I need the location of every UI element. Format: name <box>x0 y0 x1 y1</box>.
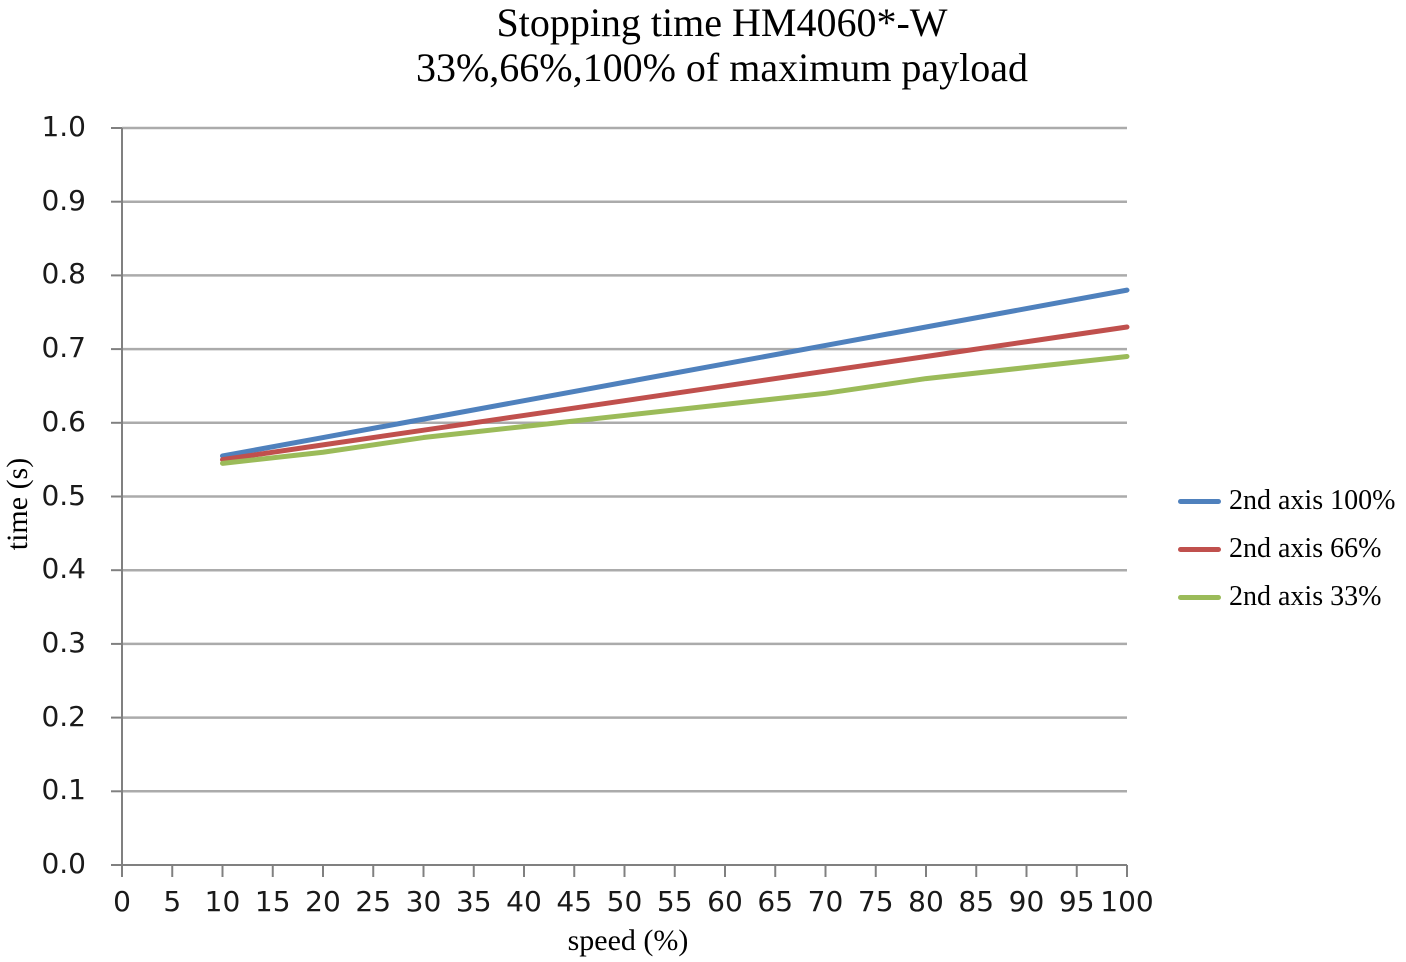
legend: 2nd axis 100% 2nd axis 66% 2nd axis 33% <box>1178 477 1395 621</box>
x-tick-label: 75 <box>857 885 894 918</box>
y-tick-label: 0.9 <box>41 183 86 217</box>
chart-title-block: Stopping time HM4060*-W 33%,66%,100% of … <box>38 0 1406 90</box>
y-tick-label: 0.1 <box>41 773 86 807</box>
x-tick-label: 35 <box>455 885 492 918</box>
legend-label: 2nd axis 100% <box>1229 485 1396 516</box>
y-tick-label: 0.7 <box>41 331 86 365</box>
x-tick-label: 70 <box>807 885 844 918</box>
legend-item: 2nd axis 66% <box>1178 525 1395 573</box>
x-tick-label: 50 <box>606 885 643 918</box>
x-tick-label: 30 <box>405 885 442 918</box>
y-tick-label: 0.6 <box>41 404 86 438</box>
y-tick-label: 1.0 <box>41 110 86 143</box>
x-tick-label: 100 <box>1100 885 1154 918</box>
x-tick-label: 65 <box>757 885 794 918</box>
x-tick-label: 85 <box>958 885 995 918</box>
x-tick-label: 90 <box>1008 885 1045 918</box>
legend-label: 2nd axis 66% <box>1229 533 1382 564</box>
x-tick-label: 0 <box>113 885 131 918</box>
legend-item: 2nd axis 33% <box>1178 573 1395 621</box>
series-line-2nd-axis-33- <box>220 353 1130 466</box>
x-tick-label: 20 <box>305 885 341 918</box>
y-tick-label: 0.4 <box>41 552 86 586</box>
y-tick-label: 0.0 <box>41 847 86 880</box>
x-tick-label: 80 <box>908 885 944 918</box>
x-tick-label: 25 <box>355 885 392 918</box>
legend-item: 2nd axis 100% <box>1178 477 1395 525</box>
chart-subtitle: 33%,66%,100% of maximum payload <box>415 45 1029 90</box>
x-tick-label: 60 <box>707 885 743 918</box>
y-tick-label: 0.5 <box>41 478 86 512</box>
chart-title: Stopping time HM4060*-W <box>496 0 948 45</box>
series-line-2nd-axis-66- <box>220 324 1130 463</box>
legend-label: 2nd axis 33% <box>1229 581 1382 612</box>
y-tick-label: 0.3 <box>41 625 86 659</box>
legend-line-swatch-icon <box>1178 546 1221 552</box>
x-tick-label: 5 <box>163 885 182 918</box>
x-tick-label: 45 <box>556 885 593 918</box>
x-tick-label: 10 <box>204 885 241 918</box>
legend-line-swatch-icon <box>1178 498 1221 504</box>
y-tick-label: 0.2 <box>41 699 86 733</box>
y-tick-label: 0.8 <box>41 257 86 291</box>
x-axis-title: speed (%) <box>567 924 689 957</box>
x-tick-label: 55 <box>656 885 693 918</box>
y-axis-title: time (s) <box>1 457 34 551</box>
legend-line-swatch-icon <box>1178 594 1221 600</box>
series-line-2nd-axis-100- <box>220 287 1130 459</box>
x-tick-label: 15 <box>254 885 291 918</box>
x-tick-label: 40 <box>506 885 542 918</box>
x-tick-label: 95 <box>1058 885 1095 918</box>
